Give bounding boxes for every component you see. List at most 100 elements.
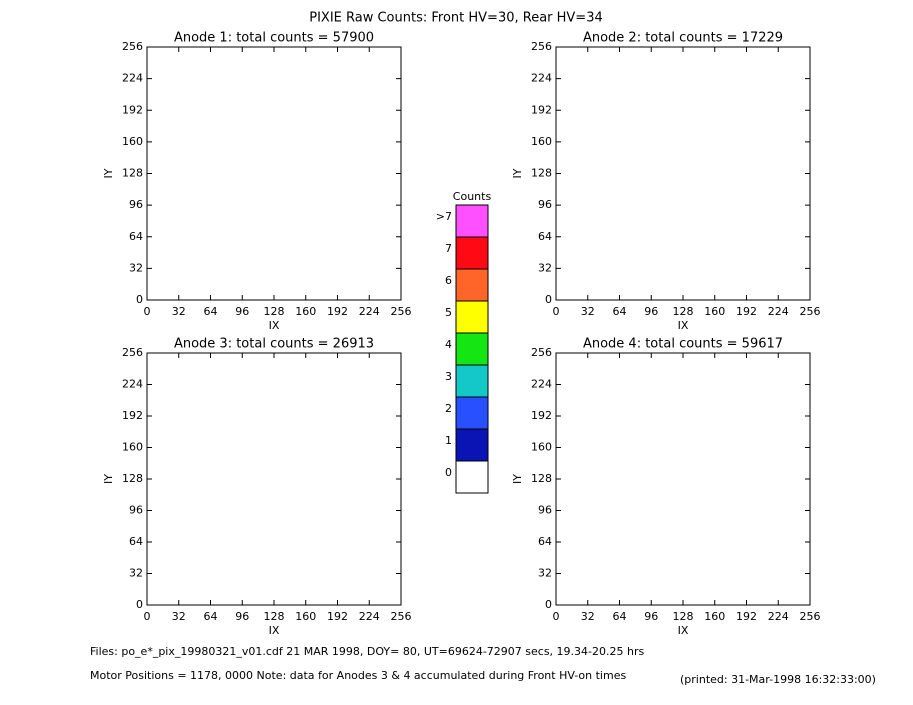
x-tick-label: 96 xyxy=(644,305,658,318)
y-tick-label: 32 xyxy=(129,261,143,274)
y-tick-label: 160 xyxy=(531,441,552,454)
y-tick-label: 224 xyxy=(531,378,552,391)
y-tick-label: 256 xyxy=(531,346,552,359)
x-tick-label: 192 xyxy=(736,305,757,318)
y-tick-label: 96 xyxy=(538,504,552,517)
x-axis-label: IX xyxy=(269,319,280,332)
x-tick-label: 0 xyxy=(144,305,151,318)
colorbar-swatch xyxy=(455,268,489,302)
colorbar-label: 0 xyxy=(445,466,452,479)
x-tick-label: 0 xyxy=(144,610,151,623)
colorbar-title: Counts xyxy=(453,190,492,203)
y-tick-label: 96 xyxy=(129,504,143,517)
x-tick-label: 192 xyxy=(327,305,348,318)
y-tick-label: 192 xyxy=(531,103,552,116)
y-tick-label: 192 xyxy=(122,103,143,116)
colorbar-swatch xyxy=(455,428,489,462)
y-tick-label: 96 xyxy=(538,198,552,211)
y-tick-label: 256 xyxy=(122,346,143,359)
x-tick-label: 64 xyxy=(613,610,627,623)
y-tick-label: 224 xyxy=(531,72,552,85)
plot-frame xyxy=(146,352,402,606)
x-tick-label: 32 xyxy=(172,610,186,623)
y-tick-label: 32 xyxy=(538,567,552,580)
x-tick-label: 96 xyxy=(644,610,658,623)
x-tick-label: 224 xyxy=(768,305,789,318)
colorbar-label: 6 xyxy=(445,274,452,287)
y-tick-label: 128 xyxy=(122,167,143,180)
colorbar-label: 2 xyxy=(445,402,452,415)
colorbar-label: 7 xyxy=(445,242,452,255)
colorbar-label: 3 xyxy=(445,370,452,383)
x-tick-label: 256 xyxy=(391,305,412,318)
plot-frame xyxy=(146,46,402,301)
y-tick-label: 256 xyxy=(122,40,143,53)
y-tick-label: 96 xyxy=(129,198,143,211)
y-tick-label: 224 xyxy=(122,378,143,391)
panel-title: Anode 2: total counts = 17229 xyxy=(583,31,783,46)
x-tick-label: 96 xyxy=(235,305,249,318)
x-tick-label: 160 xyxy=(295,305,316,318)
y-tick-label: 0 xyxy=(136,598,143,611)
y-axis-label: IY xyxy=(102,168,115,178)
x-tick-label: 224 xyxy=(768,610,789,623)
y-tick-label: 256 xyxy=(531,40,552,53)
x-tick-label: 64 xyxy=(204,610,218,623)
x-axis-label: IX xyxy=(678,319,689,332)
y-tick-label: 128 xyxy=(531,472,552,485)
x-tick-label: 256 xyxy=(800,305,821,318)
colorbar-swatch xyxy=(455,300,489,334)
x-axis-label: IX xyxy=(678,624,689,637)
x-tick-label: 128 xyxy=(264,610,285,623)
figure-title: PIXIE Raw Counts: Front HV=30, Rear HV=3… xyxy=(309,11,603,26)
y-tick-label: 32 xyxy=(129,567,143,580)
colorbar-swatch xyxy=(455,364,489,398)
y-axis-label: IY xyxy=(511,474,524,484)
y-tick-label: 64 xyxy=(538,535,552,548)
y-axis-label: IY xyxy=(102,474,115,484)
x-tick-label: 96 xyxy=(235,610,249,623)
panel-title: Anode 4: total counts = 59617 xyxy=(583,337,783,352)
x-axis-label: IX xyxy=(269,624,280,637)
x-tick-label: 32 xyxy=(581,610,595,623)
x-tick-label: 128 xyxy=(673,305,694,318)
x-tick-label: 224 xyxy=(359,610,380,623)
colorbar-label: >7 xyxy=(436,210,452,223)
y-tick-label: 192 xyxy=(531,409,552,422)
panel-title: Anode 1: total counts = 57900 xyxy=(174,31,374,46)
colorbar-label: 4 xyxy=(445,338,452,351)
footer-motor: Motor Positions = 1178, 0000 Note: data … xyxy=(90,669,626,682)
colorbar-swatch xyxy=(455,460,489,494)
x-tick-label: 32 xyxy=(581,305,595,318)
plot-frame xyxy=(555,352,811,606)
y-tick-label: 224 xyxy=(122,72,143,85)
y-tick-label: 64 xyxy=(129,535,143,548)
colorbar-swatch xyxy=(455,204,489,238)
y-tick-label: 64 xyxy=(129,230,143,243)
footer-printed: (printed: 31-Mar-1998 16:32:33:00) xyxy=(680,673,876,686)
y-tick-label: 160 xyxy=(531,135,552,148)
y-tick-label: 0 xyxy=(545,598,552,611)
colorbar-swatch xyxy=(455,332,489,366)
y-tick-label: 128 xyxy=(531,167,552,180)
x-tick-label: 192 xyxy=(736,610,757,623)
x-tick-label: 0 xyxy=(553,305,560,318)
plot-frame xyxy=(555,46,811,301)
y-tick-label: 160 xyxy=(122,135,143,148)
colorbar-swatch xyxy=(455,396,489,430)
x-tick-label: 128 xyxy=(264,305,285,318)
x-tick-label: 192 xyxy=(327,610,348,623)
y-tick-label: 192 xyxy=(122,409,143,422)
x-tick-label: 64 xyxy=(613,305,627,318)
x-tick-label: 256 xyxy=(800,610,821,623)
colorbar-label: 5 xyxy=(445,306,452,319)
colorbar-label: 1 xyxy=(445,434,452,447)
x-tick-label: 160 xyxy=(704,610,725,623)
x-tick-label: 128 xyxy=(673,610,694,623)
y-tick-label: 0 xyxy=(545,293,552,306)
x-tick-label: 32 xyxy=(172,305,186,318)
x-tick-label: 256 xyxy=(391,610,412,623)
colorbar-swatch xyxy=(455,236,489,270)
x-tick-label: 0 xyxy=(553,610,560,623)
